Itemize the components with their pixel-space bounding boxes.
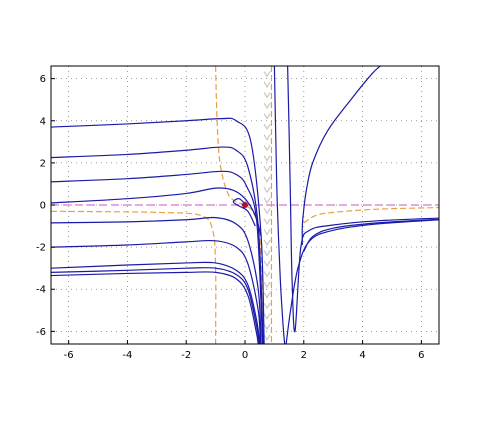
nullcline-3 bbox=[303, 206, 439, 224]
trajectory-4 bbox=[51, 216, 262, 344]
vector-arrow-14 bbox=[263, 218, 271, 226]
vector-arrow-0 bbox=[263, 71, 271, 78]
trajectory-9 bbox=[232, 198, 256, 227]
y-tick-label-3: 0 bbox=[40, 201, 46, 212]
vector-arrow-15 bbox=[263, 229, 271, 236]
vector-arrow-10 bbox=[263, 176, 271, 183]
y-tick-label-2: -2 bbox=[36, 243, 46, 254]
trajectory-2 bbox=[51, 170, 264, 344]
vector-arrow-24 bbox=[263, 323, 271, 331]
vector-arrow-8 bbox=[263, 155, 271, 162]
vector-arrow-7 bbox=[263, 144, 271, 152]
vector-arrow-17 bbox=[263, 250, 271, 257]
vector-arrow-1 bbox=[263, 81, 271, 89]
x-tick-label-6: 6 bbox=[418, 350, 424, 361]
vector-arrow-11 bbox=[263, 186, 271, 194]
trajectory-12 bbox=[301, 66, 381, 246]
trajectory-8 bbox=[51, 271, 259, 344]
trajectory-0 bbox=[51, 117, 265, 344]
equilibrium-point bbox=[242, 202, 248, 208]
y-axis-ticks: -6 -4 -2 0 2 4 6 bbox=[36, 74, 55, 338]
y-tick-label-6: 6 bbox=[40, 74, 46, 85]
trajectories bbox=[51, 66, 439, 344]
y-tick-label-1: -4 bbox=[36, 285, 46, 296]
y-tick-label-0: -6 bbox=[36, 327, 46, 338]
vector-field-arrows bbox=[263, 71, 271, 341]
nullcline-1 bbox=[51, 210, 217, 344]
x-tick-label-1: -4 bbox=[122, 350, 132, 361]
vector-arrow-18 bbox=[263, 260, 271, 268]
vector-arrow-12 bbox=[263, 197, 271, 204]
trajectory-5 bbox=[51, 239, 261, 344]
vector-arrow-16 bbox=[263, 239, 271, 247]
y-tick-label-5: 4 bbox=[40, 116, 46, 127]
vector-arrow-20 bbox=[263, 281, 271, 289]
x-axis-ticks: -6 -4 -2 0 2 4 6 bbox=[64, 340, 425, 361]
vector-arrow-13 bbox=[263, 208, 271, 215]
trajectory-6 bbox=[51, 261, 261, 344]
nullclines bbox=[51, 66, 439, 344]
trajectory-14 bbox=[285, 219, 439, 344]
x-tick-label-4: 2 bbox=[301, 350, 307, 361]
vector-arrow-9 bbox=[263, 165, 271, 173]
vector-arrow-21 bbox=[263, 292, 271, 299]
vector-arrow-5 bbox=[263, 123, 271, 131]
x-tick-label-3: 0 bbox=[242, 350, 248, 361]
nullcline-0 bbox=[215, 66, 265, 344]
trajectory-10 bbox=[273, 66, 286, 344]
y-tick-label-4: 2 bbox=[40, 158, 46, 169]
trajectory-7 bbox=[51, 267, 260, 344]
vector-arrow-23 bbox=[263, 313, 271, 320]
vector-arrow-6 bbox=[263, 134, 271, 141]
x-tick-label-5: 4 bbox=[359, 350, 365, 361]
trajectory-3 bbox=[51, 187, 262, 237]
x-tick-label-2: -2 bbox=[181, 350, 191, 361]
vector-arrow-19 bbox=[263, 271, 271, 278]
trajectory-11 bbox=[287, 66, 439, 333]
vector-arrow-22 bbox=[263, 302, 271, 310]
x-tick-label-0: -6 bbox=[64, 350, 74, 361]
vector-arrow-4 bbox=[263, 113, 271, 120]
vector-arrow-2 bbox=[263, 92, 271, 99]
vector-arrow-3 bbox=[263, 102, 271, 110]
vector-arrow-25 bbox=[263, 334, 271, 341]
